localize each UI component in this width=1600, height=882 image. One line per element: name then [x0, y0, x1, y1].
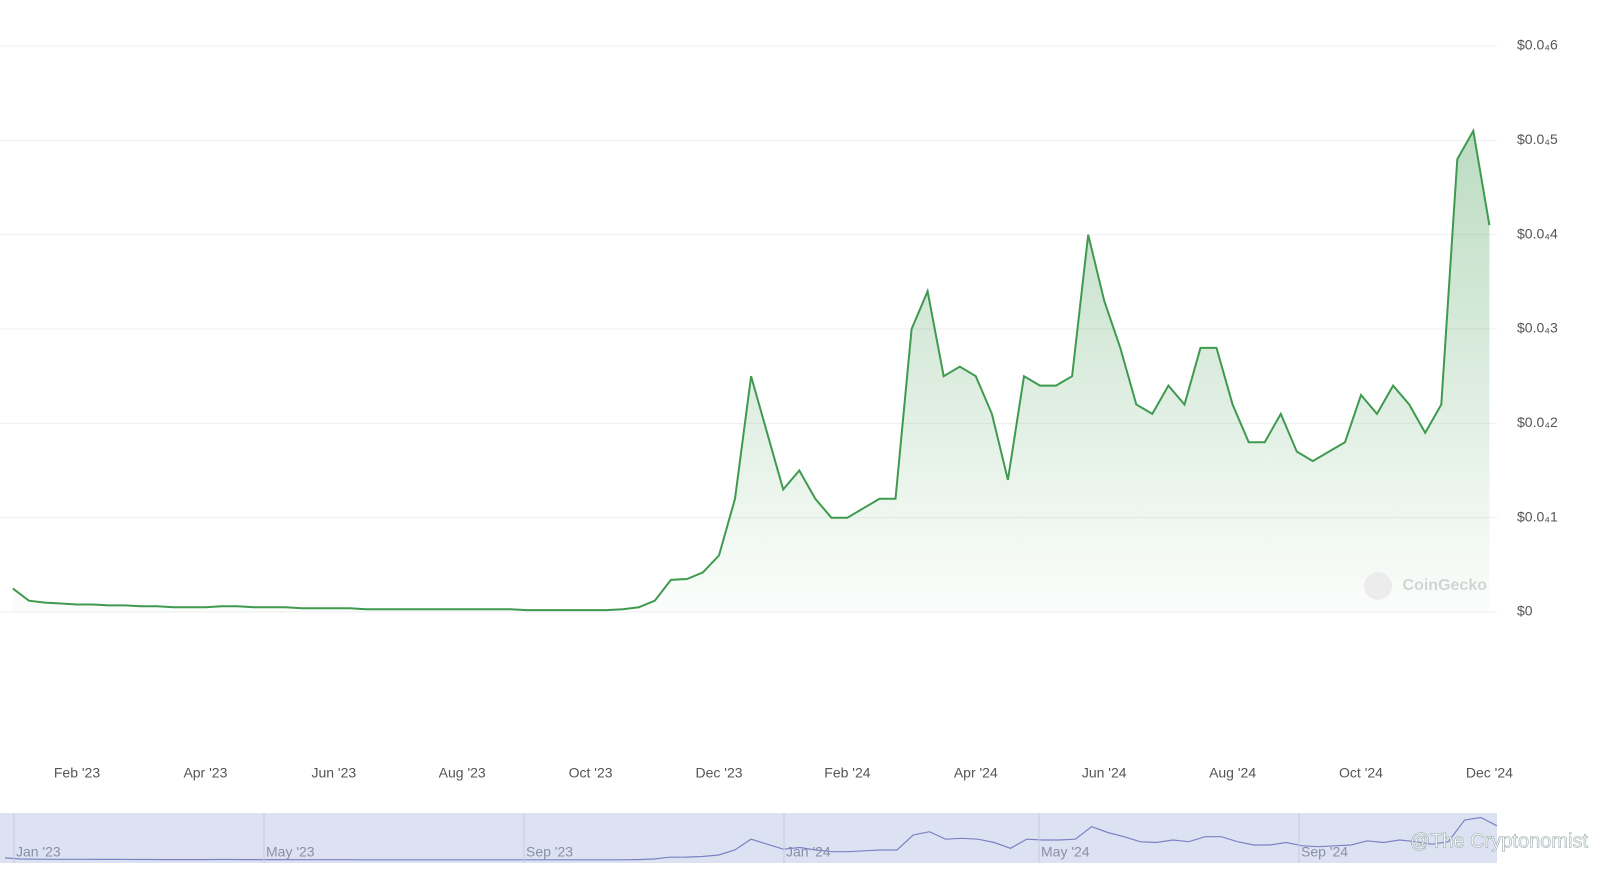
x-tick-label: Oct '23 — [569, 765, 613, 781]
x-tick-label: Oct '24 — [1339, 765, 1383, 781]
x-tick-label: Apr '23 — [183, 765, 227, 781]
x-tick-label: Aug '24 — [1209, 765, 1256, 781]
navigator-label: Sep '24 — [1301, 844, 1348, 860]
x-tick-label: Dec '23 — [695, 765, 742, 781]
x-tick-label: Feb '23 — [54, 765, 100, 781]
y-tick-label: $0.0₄6 — [1517, 37, 1558, 53]
navigator-label: May '23 — [266, 844, 315, 860]
x-tick-label: Apr '24 — [954, 765, 998, 781]
navigator-label: Sep '23 — [526, 844, 573, 860]
watermark: CoinGecko — [1403, 577, 1488, 594]
area — [12, 130, 1490, 612]
y-tick-label: $0.0₄5 — [1517, 131, 1558, 147]
x-tick-label: Feb '24 — [824, 765, 870, 781]
navigator-label: Jan '23 — [16, 844, 61, 860]
navigator-label: May '24 — [1041, 844, 1090, 860]
navigator[interactable] — [0, 813, 1497, 863]
watermark-logo — [1364, 572, 1392, 600]
y-tick-label: $0.0₄3 — [1517, 320, 1558, 336]
y-tick-label: $0.0₄4 — [1517, 225, 1558, 241]
navigator-line — [4, 816, 1498, 861]
x-tick-label: Jun '24 — [1082, 765, 1127, 781]
y-tick-label: $0.0₄1 — [1517, 508, 1558, 524]
x-tick-label: Dec '24 — [1466, 765, 1513, 781]
x-tick-label: Jun '23 — [311, 765, 356, 781]
x-tick-label: Aug '23 — [439, 765, 486, 781]
credit: @The Cryptonomist — [1410, 830, 1589, 852]
navigator-label: Jan '24 — [786, 844, 831, 860]
y-tick-label: $0.0₄2 — [1517, 414, 1558, 430]
y-tick-label: $0 — [1517, 603, 1533, 619]
price-line — [12, 127, 1491, 612]
